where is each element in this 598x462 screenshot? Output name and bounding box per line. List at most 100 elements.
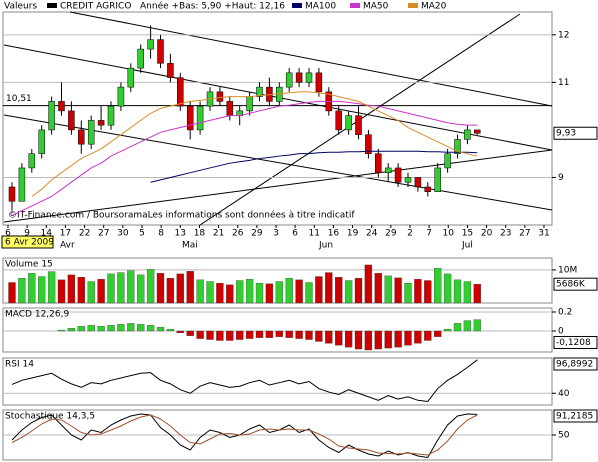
bar: [325, 330, 333, 344]
x-tick-label: 14: [41, 229, 53, 239]
candle-body: [424, 186, 432, 192]
bar: [374, 273, 382, 304]
y-tick-label: 50: [558, 431, 570, 441]
candle-body: [216, 91, 224, 102]
trend-line: [3, 114, 553, 211]
candle-body: [365, 134, 372, 154]
candle-body: [226, 101, 234, 116]
y-tick-label: 12: [558, 30, 569, 40]
bar: [434, 330, 442, 337]
x-tick-label: 7: [426, 229, 432, 239]
bar: [87, 281, 95, 304]
value-box: [553, 335, 598, 349]
legend-swatch: [47, 3, 57, 8]
bar: [453, 279, 462, 304]
bar: [47, 271, 56, 304]
bar: [127, 270, 135, 304]
candle-body: [404, 177, 412, 183]
indicator-line: [11, 413, 478, 459]
month-label: Mai: [182, 241, 198, 251]
candle-body: [414, 177, 422, 188]
indicator-line: [11, 414, 478, 456]
candle-body: [196, 105, 204, 131]
x-tick-label: 10: [443, 229, 455, 239]
bar: [97, 279, 105, 304]
bar: [8, 282, 16, 304]
bar: [275, 330, 283, 337]
bar: [67, 274, 76, 304]
x-tick-label: 15: [462, 229, 473, 239]
bar: [325, 272, 333, 304]
footer: ©IT-Finance.com / BoursoramaLes informat…: [8, 210, 355, 221]
bar: [28, 273, 36, 304]
candle-body: [375, 153, 382, 173]
bar: [344, 280, 353, 304]
x-tick-label: 31: [538, 229, 549, 239]
bar: [117, 324, 125, 332]
candle-body: [58, 101, 65, 112]
bar: [434, 268, 442, 304]
bar: [166, 328, 175, 332]
bar: [166, 278, 175, 304]
bar: [285, 330, 293, 338]
bar: [374, 330, 382, 350]
x-tick-label: 3: [273, 229, 279, 239]
legend-title: Valeurs: [4, 2, 37, 12]
panel-title: RSI 14: [5, 360, 34, 370]
x-tick-label: 29: [251, 229, 263, 239]
candle-body: [137, 48, 144, 69]
bar: [57, 329, 66, 332]
x-tick-label: 9: [24, 229, 30, 239]
bar: [156, 327, 165, 332]
bar: [216, 330, 224, 341]
bar: [275, 281, 283, 304]
candle-body: [78, 129, 85, 145]
candle-body: [305, 72, 313, 83]
bar: [404, 282, 412, 304]
candle-body: [147, 39, 154, 50]
value-box-label: 5686K: [556, 280, 586, 290]
bar: [176, 330, 184, 334]
x-tick-label: 23: [500, 229, 511, 239]
candle-body: [127, 67, 135, 88]
value-box-label: -0,1208: [556, 338, 591, 348]
candle-body: [48, 101, 55, 131]
bar: [146, 269, 155, 304]
candle-body: [434, 167, 441, 192]
candle-body: [157, 39, 164, 64]
x-tick-label: 29: [385, 229, 397, 239]
legend-subtitle: Année +Bas: 5,90 +Haut: 12,16: [140, 1, 285, 12]
candle-body: [97, 120, 105, 126]
bar: [424, 280, 432, 304]
candle-body: [18, 167, 26, 202]
x-tick-label: 18: [194, 229, 206, 239]
candle-body: [394, 167, 402, 183]
bar: [335, 330, 343, 346]
value-box-label: 96,8992: [556, 360, 593, 370]
candle-body: [8, 186, 16, 202]
x-tick-label: 20: [481, 229, 493, 239]
bar: [97, 326, 105, 332]
candle-body: [167, 63, 174, 78]
panel-title: Stochastique 14,3,5: [5, 412, 95, 422]
bar: [255, 330, 264, 338]
y-tick-label: 9: [558, 173, 564, 183]
bar: [344, 330, 353, 348]
x-tick-label: 6: [5, 229, 11, 239]
bar: [206, 281, 214, 304]
x-tick-label: 11: [309, 229, 320, 239]
bar: [127, 323, 135, 332]
x-tick-label: 2: [407, 229, 413, 239]
bar: [473, 284, 481, 304]
candle-body: [464, 129, 471, 140]
bar: [77, 326, 85, 332]
ma-line: [11, 100, 478, 216]
bar: [137, 274, 145, 304]
candle-body: [246, 96, 253, 112]
ma-line: [150, 150, 478, 183]
candle-body: [107, 105, 115, 126]
candle-body: [335, 110, 342, 131]
bar: [404, 330, 412, 346]
value-box-label: 91,2185: [556, 412, 593, 422]
candle-body: [38, 129, 45, 154]
